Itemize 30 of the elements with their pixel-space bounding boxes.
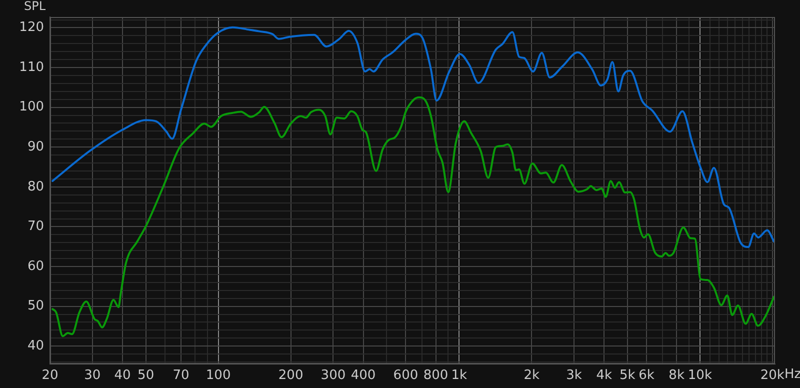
- x-tick-label: 300: [320, 368, 346, 384]
- y-tick-label: 70: [27, 219, 44, 234]
- x-tick-label: 4k: [596, 368, 612, 384]
- x-tick-label: 40: [114, 368, 131, 384]
- x-tick-label: 2k: [524, 368, 540, 384]
- y-tick-label: 90: [27, 140, 44, 154]
- x-tick-label: 1k: [451, 368, 468, 384]
- y-tick-label: 50: [27, 298, 44, 314]
- x-tick-label: 70: [172, 368, 190, 384]
- x-tick-label: 3k: [566, 368, 582, 384]
- x-tick-label: 10k: [688, 368, 712, 384]
- y-tick-label: 110: [19, 60, 44, 75]
- x-tick-label: 50: [138, 368, 154, 384]
- x-tick-label: 8k: [668, 368, 685, 384]
- y-tick-label: 40: [27, 338, 44, 354]
- y-axis-title: SPL: [24, 0, 46, 14]
- y-tick-label: 120: [19, 20, 44, 36]
- y-tick-label: 100: [19, 100, 44, 115]
- x-tick-label: 20k: [760, 368, 785, 384]
- x-tick-label: 400: [350, 368, 376, 384]
- y-tick-label: 80: [27, 179, 44, 194]
- x-tick-label: 800: [423, 368, 448, 384]
- x-tick-label: 6k: [638, 368, 655, 384]
- x-tick-label: 5k: [620, 368, 636, 384]
- x-tick-label: 100: [206, 368, 231, 384]
- y-tick-label: 60: [27, 258, 44, 274]
- x-tick-label: 30: [84, 368, 101, 384]
- x-tick-label: 20: [42, 368, 58, 384]
- x-tick-label: 200: [278, 368, 304, 384]
- x-tick-label: 600: [393, 368, 418, 384]
